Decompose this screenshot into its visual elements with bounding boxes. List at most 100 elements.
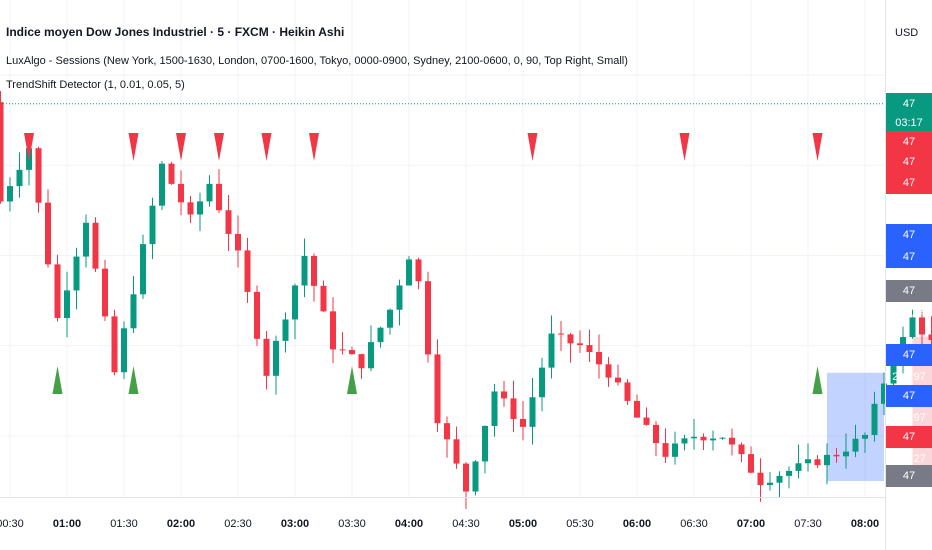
price-axis-label[interactable]: 47 306,04 bbox=[886, 280, 932, 319]
time-axis-label[interactable]: 05:30 bbox=[566, 518, 594, 530]
indicator-sessions-legend[interactable]: LuxAlgo - Sessions (New York, 1500-1630,… bbox=[6, 55, 628, 67]
buy-signal-1 bbox=[52, 366, 63, 394]
candle-body bbox=[140, 244, 146, 295]
candle-body bbox=[710, 438, 716, 441]
candle-body bbox=[567, 334, 574, 344]
candle-body bbox=[225, 210, 232, 234]
candle-body bbox=[434, 354, 441, 424]
candle-body bbox=[216, 183, 222, 211]
time-axis-label[interactable]: 06:30 bbox=[680, 518, 708, 530]
candle-body bbox=[54, 264, 61, 318]
candle-body bbox=[539, 367, 545, 398]
candle-body bbox=[187, 202, 194, 215]
candle-body bbox=[149, 205, 156, 245]
candle-body bbox=[662, 443, 669, 457]
sell-signal-4 bbox=[261, 133, 272, 161]
time-axis-label[interactable]: 01:00 bbox=[52, 518, 82, 530]
sell-signal-6 bbox=[527, 133, 538, 161]
sell-signal-3 bbox=[214, 133, 224, 161]
buy-signal-3 bbox=[347, 366, 357, 394]
candles bbox=[0, 91, 932, 510]
time-axis-label[interactable]: 02:00 bbox=[166, 518, 196, 530]
candle-body bbox=[121, 328, 127, 373]
candle-body bbox=[197, 201, 203, 215]
candle-body bbox=[795, 463, 802, 471]
time-axis-label[interactable]: 08:00 bbox=[850, 518, 880, 530]
candle-body bbox=[111, 316, 118, 373]
time-axis-label[interactable]: 02:30 bbox=[224, 518, 252, 530]
price-axis-label[interactable]: 47 310,81 bbox=[886, 246, 932, 285]
candle-body bbox=[45, 202, 51, 265]
candle-body bbox=[168, 163, 175, 184]
price-axis-label[interactable]: 47 270,27 bbox=[886, 425, 932, 465]
price-axis-label[interactable]: 47 280,97 bbox=[886, 385, 932, 424]
candle-body bbox=[786, 470, 792, 476]
candle-body bbox=[824, 454, 830, 466]
candle-body bbox=[64, 290, 70, 318]
candle-body bbox=[463, 463, 469, 492]
candle-body bbox=[577, 343, 583, 346]
candle-body bbox=[881, 383, 887, 404]
time-axis-label[interactable]: 03:00 bbox=[280, 518, 310, 530]
price-axis-label[interactable]: 47 312,28 bbox=[886, 223, 932, 263]
candle-body bbox=[396, 285, 403, 310]
candle-body bbox=[0, 102, 4, 202]
candle-body bbox=[634, 400, 640, 418]
candle-body bbox=[263, 338, 270, 376]
candle-body bbox=[254, 291, 260, 339]
price-axis-label[interactable]: 47 319,21 bbox=[886, 172, 932, 211]
time-axis-label[interactable]: 04:30 bbox=[452, 518, 480, 530]
candle-body bbox=[757, 472, 764, 486]
candle-body bbox=[472, 461, 479, 492]
candle-body bbox=[377, 327, 384, 343]
candle-body bbox=[729, 437, 735, 445]
candle-body bbox=[453, 439, 460, 464]
buy-signal-4 bbox=[812, 366, 823, 394]
candle-body bbox=[102, 268, 108, 317]
time-axis-separator bbox=[0, 497, 886, 498]
price-axis-label[interactable]: 47 322,47 bbox=[886, 150, 932, 190]
candle-body bbox=[339, 349, 346, 351]
candle-body bbox=[16, 169, 23, 187]
time-axis-label[interactable]: 07:30 bbox=[794, 518, 822, 530]
price-axis-label[interactable]: 47 295,97 bbox=[886, 343, 932, 383]
time-axis-label[interactable]: 07:00 bbox=[736, 518, 766, 530]
candle-body bbox=[776, 475, 783, 483]
candle-body bbox=[909, 317, 916, 338]
sell-signal-7 bbox=[679, 133, 690, 161]
candle-body bbox=[311, 255, 317, 286]
sell-signal-1 bbox=[128, 133, 139, 161]
candle-body bbox=[320, 285, 327, 312]
chart-title[interactable]: Indice moyen Dow Jones Industriel · 5 · … bbox=[6, 25, 345, 39]
currency-label[interactable]: USD bbox=[895, 27, 919, 39]
candle-body bbox=[529, 397, 536, 427]
candle-body bbox=[814, 459, 821, 466]
candle-body bbox=[292, 285, 298, 320]
candle-body bbox=[862, 434, 868, 439]
candle-body bbox=[349, 349, 355, 355]
candle-body bbox=[244, 250, 251, 292]
candle-body bbox=[510, 398, 517, 419]
price-axis-label[interactable]: 03:17 bbox=[886, 111, 932, 134]
sell-signal-5 bbox=[309, 133, 319, 161]
time-axis-label[interactable]: 06:00 bbox=[622, 518, 652, 530]
candle-body bbox=[368, 342, 374, 369]
price-axis-label[interactable]: 47 262,89 bbox=[886, 464, 932, 504]
candle-body bbox=[624, 382, 631, 401]
candle-body bbox=[73, 256, 80, 291]
candle-body bbox=[415, 259, 422, 282]
candle-body bbox=[919, 317, 925, 335]
candle-body bbox=[691, 436, 697, 439]
time-axis-label[interactable]: 05:00 bbox=[508, 518, 538, 530]
candle-body bbox=[130, 294, 137, 329]
time-axis-label[interactable]: 00:30 bbox=[0, 518, 24, 530]
buy-signal-2 bbox=[128, 366, 139, 394]
time-axis-label[interactable]: 03:30 bbox=[338, 518, 366, 530]
candle-body bbox=[843, 451, 849, 457]
candle-body bbox=[35, 148, 42, 203]
time-axis-label[interactable]: 04:00 bbox=[394, 518, 424, 530]
time-axis-label[interactable]: 01:30 bbox=[110, 518, 138, 530]
candle-body bbox=[643, 417, 650, 425]
indicator-trendshift-legend[interactable]: TrendShift Detector (1, 0.01, 0.05, 5) bbox=[6, 79, 185, 91]
